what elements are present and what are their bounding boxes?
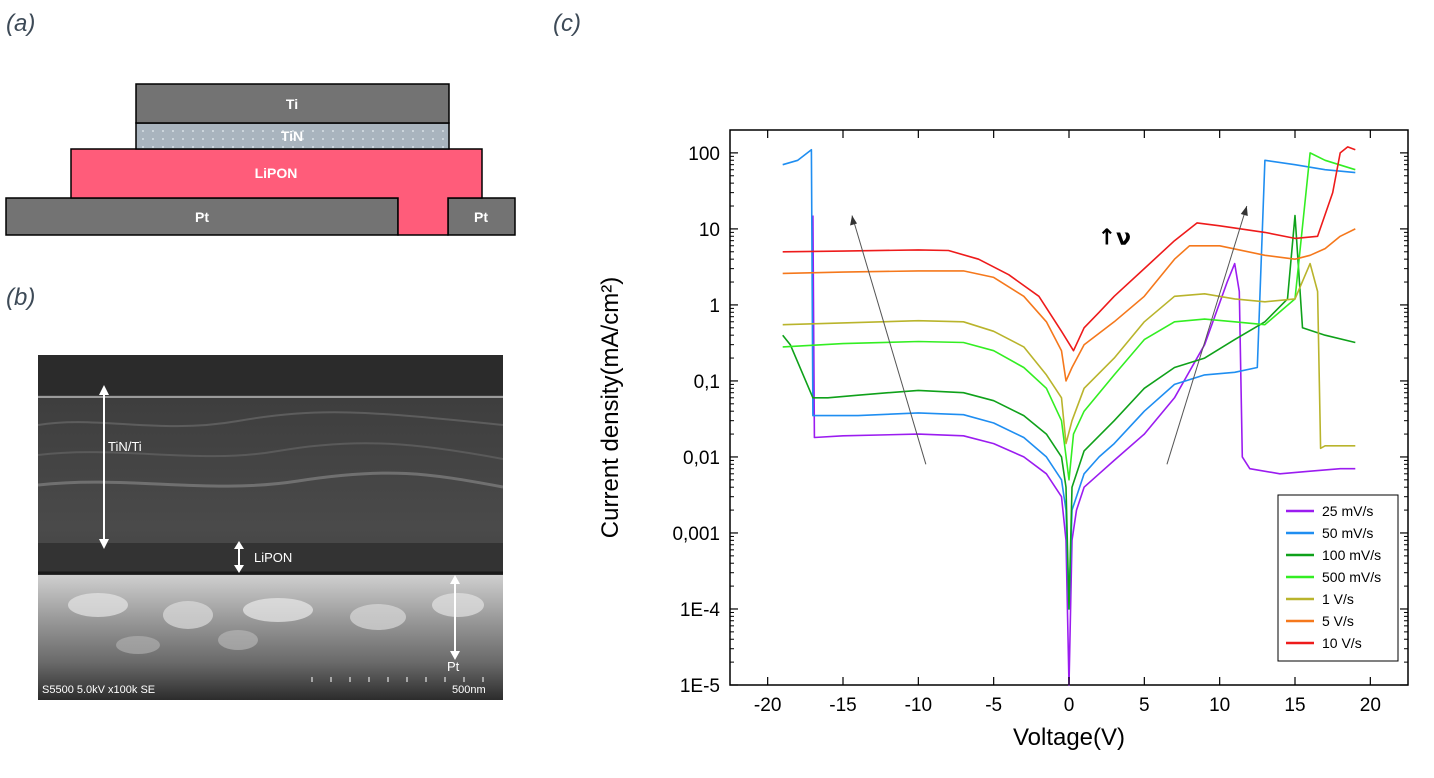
legend-entry-0: 25 mV/s [1322, 503, 1373, 519]
panel-label-b: (b) [6, 284, 36, 311]
y-tick-label: 1 [709, 296, 720, 317]
y-tick-label: 1E-4 [680, 600, 721, 621]
series-line-4 [782, 262, 1356, 450]
x-tick-label: -10 [905, 695, 932, 716]
x-axis-label: Voltage(V) [1013, 724, 1125, 751]
series-line-0 [812, 215, 1356, 686]
legend-entry-5: 5 V/s [1322, 613, 1354, 629]
x-tick-label: -20 [754, 695, 781, 716]
sem-grain [68, 593, 128, 617]
arrowhead [234, 565, 244, 573]
ti-label: Ti [286, 96, 298, 112]
sem-label-pt: Pt [447, 659, 460, 674]
trend-arrow-left [851, 215, 927, 465]
x-tick-label: 20 [1360, 695, 1381, 716]
tin-dots [137, 124, 448, 148]
arrowhead [99, 385, 109, 395]
arrowhead [850, 215, 858, 226]
tin-label: TiN [281, 128, 303, 144]
arrowhead [450, 651, 460, 660]
sem-grain [218, 630, 258, 650]
lipon-label: LiPON [255, 165, 298, 181]
y-axis-label: Current density(mA/cm²) [597, 277, 624, 538]
sem-footer: S5500 5.0kV x100k SE [42, 684, 155, 696]
legend-entry-4: 1 V/s [1322, 591, 1354, 607]
layer-stack-diagram: Ti TiN LiPON Pt Pt [5, 83, 516, 236]
y-tick-label: 0,1 [694, 372, 720, 393]
ti-layer [135, 83, 450, 124]
pt-layer-right [447, 197, 516, 236]
sem-grain [243, 598, 313, 622]
sem-texture-line [38, 411, 503, 428]
sem-lipon-band [38, 543, 503, 573]
pt-layer-left [5, 197, 399, 236]
sem-micrograph: TiN/Ti LiPON Pt S5500 5.0kV x100k SE 500… [38, 355, 503, 700]
pt-label-left: Pt [195, 209, 209, 225]
x-tick-label: -15 [829, 695, 856, 716]
sem-grain [350, 604, 406, 630]
arrowhead [1240, 206, 1248, 217]
series-line-3 [782, 152, 1356, 481]
sem-scale-label: 500nm [452, 684, 486, 696]
sem-grain [432, 593, 484, 617]
sem-top-dark-band [38, 355, 503, 395]
x-tick-label: 10 [1209, 695, 1230, 716]
x-tick-label: -5 [985, 695, 1002, 716]
series-line-5 [782, 228, 1356, 382]
sem-grain [163, 601, 213, 629]
series-line-2 [782, 214, 1356, 610]
arrowhead [99, 539, 109, 549]
sem-scale-bar [311, 677, 484, 682]
legend-entry-3: 500 mV/s [1322, 569, 1381, 585]
sem-label-tin-ti: TiN/Ti [108, 439, 142, 454]
iv-chart: -20 -15 -10 -5 0 5 10 15 20 1E-5 1E-4 0,001 0,01 0,1 1… [597, 129, 1409, 751]
y-tick-label: 100 [688, 144, 720, 165]
lipon-layer [70, 148, 483, 236]
y-tick-label: 0,01 [683, 448, 720, 469]
y-tick-label: 0,001 [672, 524, 720, 545]
legend-entry-6: 10 V/s [1322, 635, 1362, 651]
x-tick-label: 0 [1064, 695, 1075, 716]
sem-grain [116, 636, 160, 654]
pt-label-right: Pt [474, 209, 488, 225]
x-tick-label: 15 [1284, 695, 1305, 716]
panel-label-a: (a) [6, 10, 36, 37]
sem-label-lipon: LiPON [254, 550, 292, 565]
series-line-6 [782, 146, 1356, 352]
arrowhead [234, 541, 244, 549]
x-tick-label: 5 [1139, 695, 1150, 716]
legend-entry-2: 100 mV/s [1322, 547, 1381, 563]
rate-annotation: ↑ν [1098, 226, 1131, 251]
sem-texture-line [38, 471, 503, 489]
panel-label-c: (c) [553, 10, 581, 37]
trend-arrow-right [1166, 205, 1248, 465]
legend-entry-1: 50 mV/s [1322, 525, 1373, 541]
y-tick-label: 10 [699, 220, 720, 241]
series-line-1 [782, 148, 1356, 610]
sem-texture-line [38, 442, 503, 460]
arrowhead [450, 575, 460, 584]
y-tick-label: 1E-5 [680, 676, 720, 697]
